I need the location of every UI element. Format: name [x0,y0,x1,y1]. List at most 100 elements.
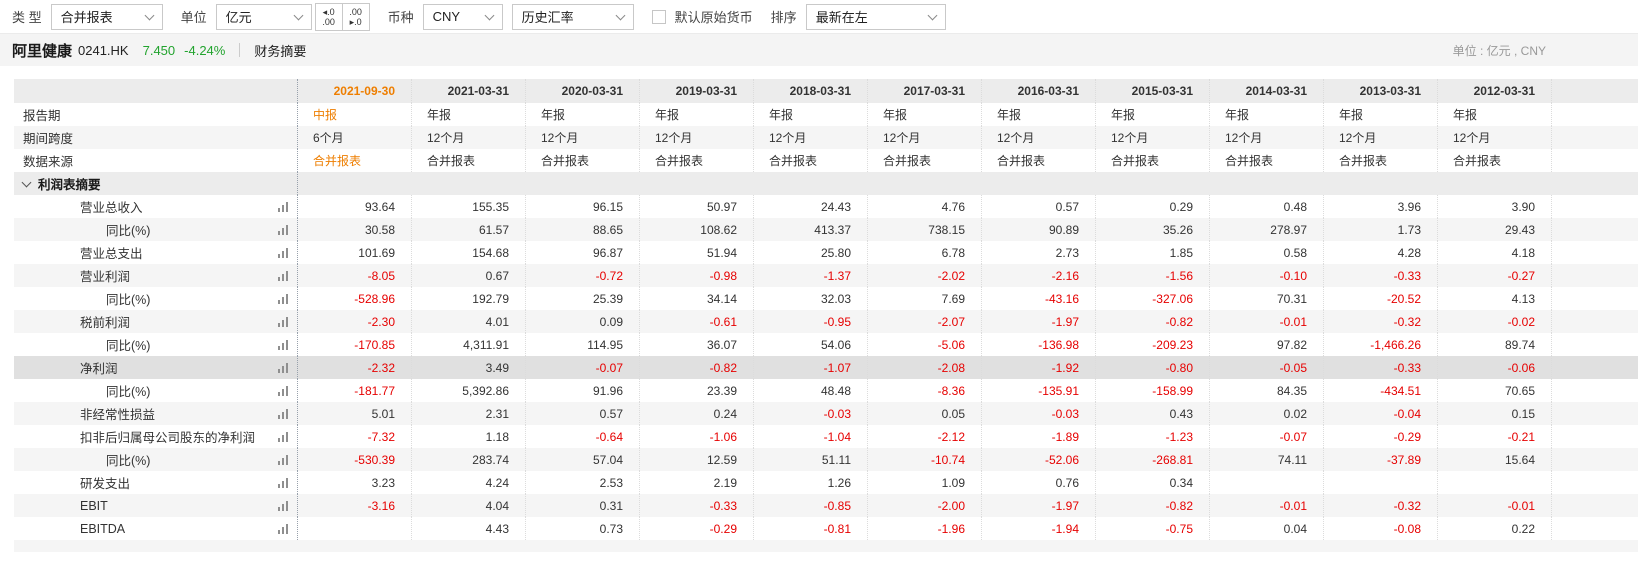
decrease-decimals-button[interactable]: ◂.0 .00 [314,2,343,31]
report-type-select[interactable]: 合并报表 [50,3,163,30]
bar-chart-icon[interactable] [278,363,288,373]
table-row[interactable]: 同比(%) -181.77 5,392.86 91.96 23.39 48.48 -8.36… [14,379,1638,402]
bar-chart-icon[interactable] [278,317,288,327]
tab-financial-summary[interactable]: 财务摘要 [254,43,307,59]
table-cell: -135.91 [982,379,1096,402]
row-label: 同比(%) [106,339,151,353]
table-cell: 48.48 [754,379,868,402]
table-row[interactable]: 营业利润 -8.05 0.67 -0.72 -0.98 -1.37 -2.02 -2.16 -1… [14,264,1638,287]
table-cell: -2.02 [868,264,982,287]
table-cell: 51.94 [640,241,754,264]
bar-chart-icon[interactable] [278,248,288,258]
unit-value: 亿元 [225,10,252,25]
table-row[interactable]: 同比(%) 30.58 61.57 88.65 108.62 413.37 738.15 90… [14,218,1638,241]
table-row[interactable]: 税前利润 -2.30 4.01 0.09 -0.61 -0.95 -2.07 -1.97 -0.… [14,310,1638,333]
bar-chart-icon[interactable] [278,455,288,465]
table-row[interactable]: 同比(%) -170.85 4,311.91 114.95 36.07 54.06 -5.0… [14,333,1638,356]
table-cell: -43.16 [982,287,1096,310]
unit-label: 单位 [180,10,207,25]
bar-chart-icon[interactable] [278,225,288,235]
table-cell: 年报 [1438,103,1552,126]
row-label: 同比(%) [106,224,151,238]
table-row[interactable]: EBIT -3.16 4.04 0.31 -0.33 -0.85 -2.00 -1.97 -0.… [14,494,1638,517]
partial-row [14,540,1638,552]
row-label: 营业利润 [80,270,131,284]
table-cell: -20.52 [1324,287,1438,310]
stock-price: 7.450 [142,42,176,58]
table-row[interactable]: 数据来源 合并报表 合并报表 合并报表 合并报表 合并报表 合并报表 合并报表 合并报表 合并报表… [14,149,1638,172]
table-row[interactable]: 营业总支出 101.69 154.68 96.87 51.94 25.80 6.78 2.73… [14,241,1638,264]
table-cell: 6个月 [298,126,412,149]
bar-chart-icon[interactable] [278,524,288,534]
sort-select[interactable]: 最新在左 [805,3,946,30]
row-label-cell: EBIT [14,494,298,517]
row-label-cell: 同比(%) [14,448,298,471]
table-cell: -170.85 [298,333,412,356]
table-cell: 0.24 [640,402,754,425]
table-row[interactable]: 期间跨度 6个月 12个月 12个月 12个月 12个月 12个月 12个月 12个月 12个月 1… [14,126,1638,149]
section-label: 利润表摘要 [38,178,101,192]
row-label-cell: 净利润 [14,356,298,379]
currency-select[interactable]: CNY [422,3,503,30]
fx-rate-select[interactable]: 历史汇率 [511,3,634,30]
table-cell: -8.36 [868,379,982,402]
chevron-down-icon [927,10,938,20]
table-row[interactable]: 非经常性损益 5.01 2.31 0.57 0.24 -0.03 0.05 -0.03 0.43… [14,402,1638,425]
row-label: EBITDA [80,521,126,536]
table-cell: 2.19 [640,471,754,494]
bar-chart-icon[interactable] [278,409,288,419]
table-cell: -1.96 [868,517,982,540]
table-cell: 96.87 [526,241,640,264]
bar-chart-icon[interactable] [278,386,288,396]
table-cell: 30.58 [298,218,412,241]
table-cell: 12个月 [412,126,526,149]
bar-chart-icon[interactable] [278,271,288,281]
table-cell: 合并报表 [640,149,754,172]
table-cell: -0.33 [1324,356,1438,379]
table-cell: 12个月 [1438,126,1552,149]
chevron-down-icon[interactable] [21,177,32,187]
table-cell [1324,471,1438,494]
column-header: 2014-03-31 [1210,79,1324,103]
table-cell: -1.56 [1096,264,1210,287]
table-cell: 合并报表 [1324,149,1438,172]
table-row[interactable]: 扣非后归属母公司股东的净利润 -7.32 1.18 -0.64 -1.06 -1.04 -2… [14,425,1638,448]
table-cell: 年报 [640,103,754,126]
table-cell: -0.05 [1210,356,1324,379]
table-cell: 5.01 [298,402,412,425]
bar-chart-icon[interactable] [278,501,288,511]
chevron-down-icon [144,10,155,20]
table-cell: 12个月 [982,126,1096,149]
bar-chart-icon[interactable] [278,432,288,442]
table-row[interactable]: EBITDA 4.43 0.73 -0.29 -0.81 -1.96 -1.94 -0.75 0… [14,517,1638,540]
table-cell: -0.32 [1324,310,1438,333]
unit-select[interactable]: 亿元 [215,3,312,30]
bar-chart-icon[interactable] [278,340,288,350]
table-row[interactable]: 同比(%) -530.39 283.74 57.04 12.59 51.11 -10.74-… [14,448,1638,471]
bar-chart-icon[interactable] [278,202,288,212]
row-label-cell: 同比(%) [14,333,298,356]
bar-chart-icon[interactable] [278,478,288,488]
table-row[interactable]: 净利润 -2.32 3.49 -0.07 -0.82 -1.07 -2.08 -1.92 -0.… [14,356,1638,379]
table-cell: 年报 [982,103,1096,126]
table-cell: -0.61 [640,310,754,333]
increase-decimals-button[interactable]: .00 ▸.0 [341,2,370,31]
original-currency-checkbox[interactable] [651,9,666,24]
bar-chart-icon[interactable] [278,294,288,304]
table-row[interactable]: 同比(%) -528.96 192.79 25.39 34.14 32.03 7.69 -43… [14,287,1638,310]
table-row[interactable]: 营业总收入 93.64 155.35 96.15 50.97 24.43 4.76 0.57 0… [14,195,1638,218]
table-row[interactable]: 研发支出 3.23 4.24 2.53 2.19 1.26 1.09 0.76 0.34 [14,471,1638,494]
table-row[interactable]: 报告期 中报 年报 年报 年报 年报 年报 年报 年报 年报 年报 年报 [14,103,1638,126]
table-cell: 合并报表 [1096,149,1210,172]
table-cell: 12个月 [1096,126,1210,149]
table-cell: -181.77 [298,379,412,402]
table-cell: -0.98 [640,264,754,287]
table-cell: 154.68 [412,241,526,264]
table-cell: 合并报表 [412,149,526,172]
table-cell: -2.30 [298,310,412,333]
column-header: 2015-03-31 [1096,79,1210,103]
table-row[interactable]: 利润表摘要 [14,172,1638,195]
table-cell: -0.10 [1210,264,1324,287]
table-cell: 0.29 [1096,195,1210,218]
table-cell: 278.97 [1210,218,1324,241]
